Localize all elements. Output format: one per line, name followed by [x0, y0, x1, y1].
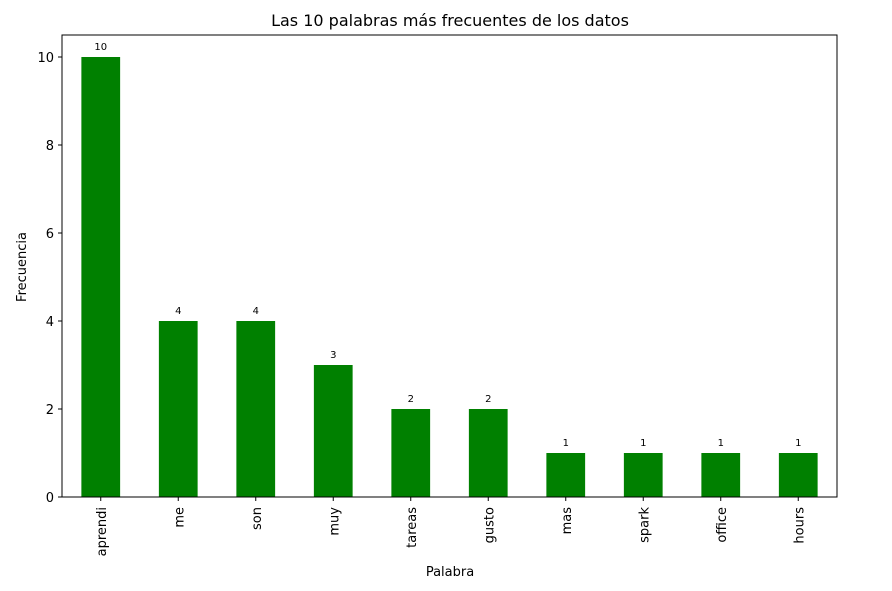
x-tick-label: gusto	[482, 507, 497, 543]
x-tick-label: tareas	[405, 507, 420, 548]
y-tick-label: 2	[46, 403, 54, 418]
bar	[391, 409, 431, 497]
x-axis-label: Palabra	[426, 565, 474, 580]
bar	[468, 409, 508, 497]
x-tick-label: aprendi	[95, 507, 110, 556]
y-axis-label: Frecuencia	[15, 232, 30, 302]
data-label: 1	[718, 438, 724, 449]
data-label: 4	[175, 306, 181, 317]
data-label: 10	[94, 42, 107, 53]
bar	[313, 365, 353, 497]
bar	[778, 453, 818, 497]
y-tick-label: 6	[46, 227, 54, 242]
data-label: 4	[253, 306, 259, 317]
x-tick-label: muy	[327, 507, 342, 536]
bar	[236, 321, 276, 497]
data-label: 2	[485, 394, 491, 405]
data-label: 2	[408, 394, 414, 405]
x-tick-label: son	[250, 507, 265, 530]
x-tick-label: hours	[792, 507, 807, 544]
bar	[81, 57, 121, 497]
chart-title: Las 10 palabras más frecuentes de los da…	[271, 11, 629, 30]
data-label: 1	[640, 438, 646, 449]
y-tick-label: 10	[37, 51, 54, 66]
x-tick-label: spark	[637, 507, 652, 543]
x-tick-label: office	[715, 507, 730, 543]
y-tick-label: 0	[46, 491, 54, 506]
x-tick-label: me	[172, 507, 187, 528]
plot-frame	[61, 34, 838, 498]
bar	[623, 453, 663, 497]
data-label: 1	[563, 438, 569, 449]
bar	[158, 321, 198, 497]
bar	[701, 453, 741, 497]
bar	[546, 453, 586, 497]
data-label: 3	[330, 350, 336, 361]
y-tick-label: 8	[46, 139, 54, 154]
data-label: 1	[795, 438, 801, 449]
x-tick-label: mas	[560, 507, 575, 535]
y-tick-label: 4	[46, 315, 54, 330]
